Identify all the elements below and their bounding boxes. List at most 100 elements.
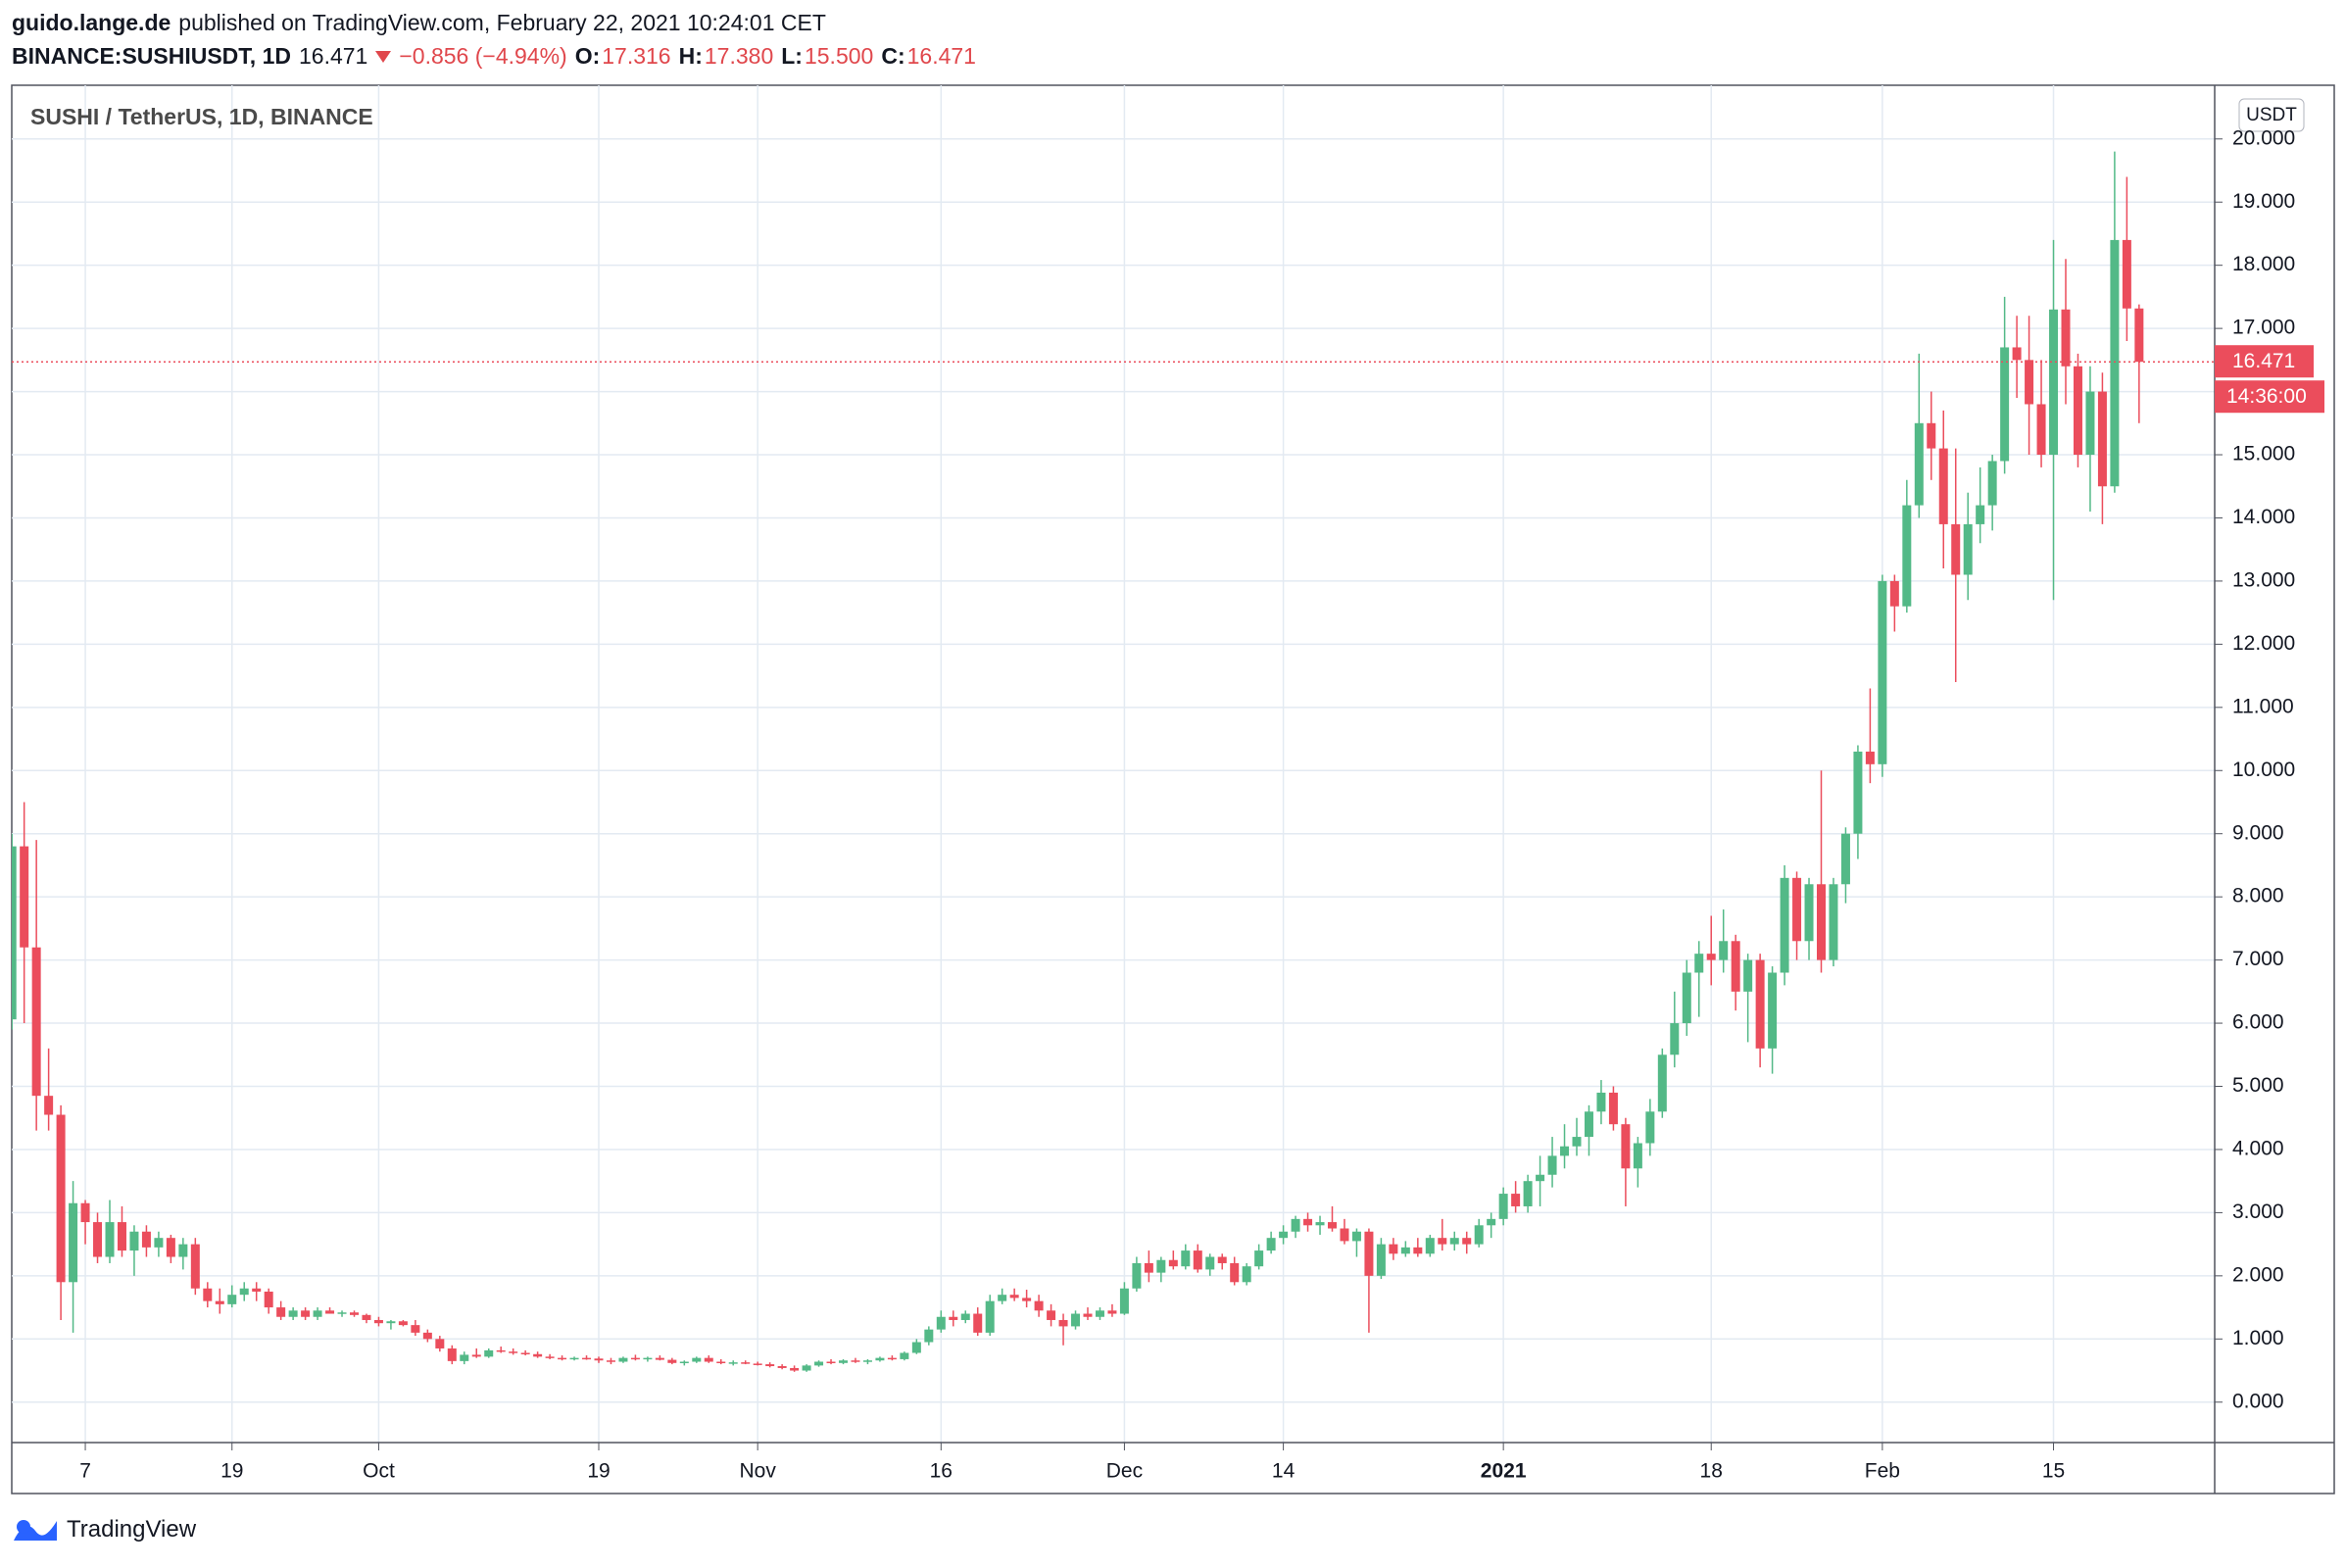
candle-body <box>2000 347 2010 462</box>
y-tick-label: 5.000 <box>2232 1074 2284 1097</box>
candle-body <box>985 1300 995 1333</box>
chart-frame <box>11 84 2335 1494</box>
x-tick-label: 18 <box>1700 1460 1723 1483</box>
candle-body <box>1132 1262 1142 1289</box>
candle-body <box>1829 884 1838 960</box>
candle-body <box>1951 523 1961 575</box>
candle-body <box>790 1367 800 1371</box>
y-tick-label: 6.000 <box>2232 1011 2284 1034</box>
candle-body <box>802 1365 811 1371</box>
x-tick-label: 16 <box>930 1460 953 1483</box>
candle-body <box>12 846 17 1020</box>
candle-body <box>777 1366 787 1368</box>
y-tick-label: 13.000 <box>2232 568 2295 591</box>
candle-body <box>1071 1313 1081 1327</box>
candle-body <box>704 1357 713 1362</box>
candle-body <box>203 1288 213 1301</box>
candle-body <box>1670 1023 1680 1055</box>
candle-body <box>606 1360 615 1362</box>
candle-body <box>56 1114 66 1283</box>
candle-body <box>1511 1194 1521 1206</box>
y-tick-label: 1.000 <box>2232 1327 2284 1349</box>
candle-body <box>1156 1259 1166 1273</box>
x-tick-label: 19 <box>587 1460 610 1483</box>
y-tick-label: 3.000 <box>2232 1200 2284 1223</box>
candle-body <box>1878 580 1887 764</box>
candle-body <box>1804 884 1814 942</box>
candle-body <box>692 1357 702 1362</box>
candle-body <box>1058 1319 1068 1327</box>
candle-body <box>1927 422 1936 449</box>
candle-body <box>2049 309 2059 456</box>
ohlc-label: H: <box>678 43 703 69</box>
tv-logo <box>14 1520 57 1541</box>
candle-body <box>1181 1250 1191 1267</box>
candle-body <box>1817 884 1826 960</box>
chart: SUSHI / TetherUS, 1D, BINANCE USDT 0.000… <box>11 84 2335 1494</box>
candle-body <box>105 1222 115 1257</box>
candle-body <box>288 1310 298 1317</box>
published: published on TradingView.com, February 2… <box>178 10 826 35</box>
candle-body <box>1633 1143 1642 1169</box>
candle-body <box>264 1291 273 1308</box>
author: guido.lange.de <box>12 10 171 35</box>
candle-body <box>313 1310 322 1317</box>
candle-body <box>1144 1262 1153 1273</box>
y-tick-label: 10.000 <box>2232 759 2295 781</box>
candle-body <box>1682 972 1691 1024</box>
y-tick-label: 17.000 <box>2232 317 2295 339</box>
candle-body <box>862 1360 872 1362</box>
candle-body <box>949 1316 958 1320</box>
candle-body <box>337 1312 347 1314</box>
candle-body <box>422 1332 432 1340</box>
candle-body <box>1168 1259 1178 1267</box>
candle-body <box>301 1310 311 1317</box>
candle-body <box>533 1353 543 1357</box>
candle-body <box>1449 1238 1459 1245</box>
candle-body <box>447 1348 457 1361</box>
candle-body <box>728 1362 738 1364</box>
ohlc-label: O: <box>574 43 601 69</box>
candle-body <box>960 1313 970 1320</box>
candle-body <box>373 1319 383 1324</box>
candle-body <box>1351 1231 1361 1242</box>
candle-body <box>509 1351 518 1353</box>
candle-body <box>2061 309 2071 367</box>
candle-body <box>643 1357 653 1360</box>
candle-body <box>398 1321 408 1326</box>
x-tick-label: 15 <box>2042 1460 2065 1483</box>
candle-body <box>93 1222 103 1257</box>
candle-body <box>765 1364 775 1367</box>
candle-body <box>1462 1238 1472 1245</box>
candle-body <box>1840 833 1850 885</box>
candle-body <box>655 1357 664 1360</box>
candle-body <box>178 1244 188 1257</box>
candle-body <box>2097 391 2107 487</box>
candle-body <box>154 1238 164 1248</box>
candle-body <box>215 1300 224 1304</box>
ohlc-value: 17.316 <box>602 43 671 69</box>
candle-body <box>484 1349 494 1357</box>
candle-body <box>716 1361 726 1364</box>
countdown-label: 14:36:00 <box>2226 385 2307 408</box>
candle-body <box>1645 1111 1655 1144</box>
candle-body <box>471 1354 481 1357</box>
candle-body <box>1706 954 1716 960</box>
candle-body <box>1853 751 1863 834</box>
y-tick-label: 8.000 <box>2232 885 2284 907</box>
y-tick-label: 12.000 <box>2232 632 2295 655</box>
candle-body <box>1572 1137 1582 1147</box>
down-arrow <box>375 50 392 63</box>
candle-body <box>166 1238 175 1257</box>
candle-body <box>1034 1300 1044 1311</box>
candle-body <box>1266 1238 1276 1251</box>
candle-body <box>252 1288 262 1292</box>
y-tick-label: 2.000 <box>2232 1263 2284 1286</box>
candle-body <box>362 1314 371 1320</box>
candle-body <box>826 1361 836 1364</box>
candle-body <box>1498 1194 1508 1219</box>
candle-body <box>1340 1228 1349 1242</box>
candle-body <box>1487 1218 1496 1226</box>
y-tick-label: 7.000 <box>2232 948 2284 970</box>
